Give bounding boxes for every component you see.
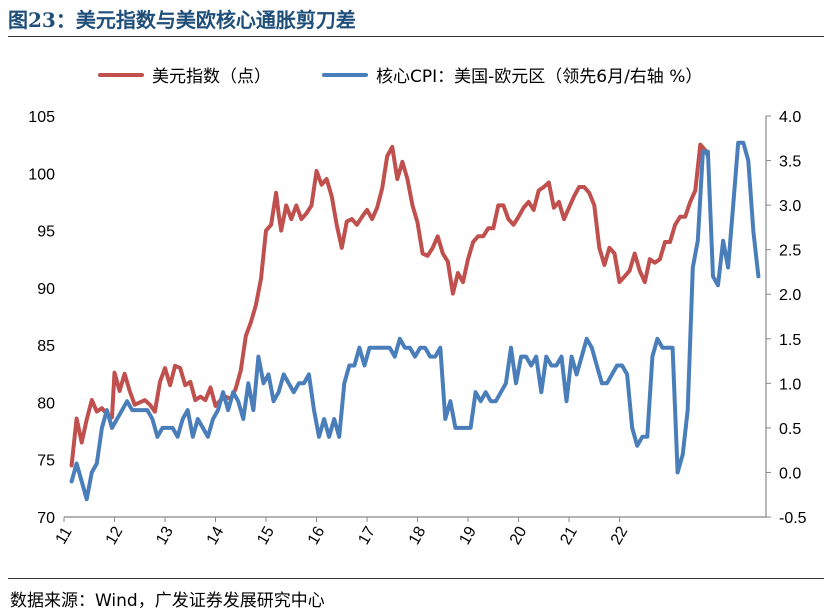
x-tick-label: 15	[254, 524, 278, 548]
legend-label-core-cpi: 核心CPI：美国-欧元区（领先6月/右轴 %）	[376, 67, 703, 87]
right-y-tick-label: 2.5	[779, 243, 801, 260]
series-line-usd-index	[69, 142, 710, 468]
series-line-core-cpi-spread	[69, 140, 761, 502]
left-y-tick-label: 90	[37, 281, 55, 298]
right-y-tick-label: 4.0	[779, 109, 801, 126]
x-tick-label: 22	[608, 524, 632, 548]
data-source-note: 数据来源：Wind，广发证券发展研究中心	[10, 591, 325, 611]
right-y-tick-label: 1.5	[779, 332, 801, 349]
legend-swatch-core-cpi	[322, 72, 368, 77]
x-tick-label: 21	[557, 524, 581, 548]
legend-item-usd-index: 美元指数（点）	[98, 62, 271, 87]
right-y-tick-label: 2.0	[779, 287, 801, 304]
x-tick-label: 11	[53, 524, 76, 547]
right-y-tick-label: 1.0	[779, 376, 801, 393]
left-y-tick-label: 100	[28, 166, 55, 183]
left-y-tick-label: 95	[37, 224, 55, 241]
title-divider	[8, 36, 824, 37]
chart-tick-labels: 70 75 80 85 90 95 100 105 -0.5 0.0 0.5 1.0 1.5 2.0 2.5…	[28, 109, 806, 548]
x-tick-label: 12	[103, 524, 127, 548]
right-y-tick-label: 3.5	[779, 154, 801, 171]
x-tick-label: 20	[507, 524, 531, 548]
legend-swatch-usd-index	[98, 72, 144, 77]
chart-axes	[63, 115, 771, 522]
x-tick-label: 19	[456, 524, 480, 548]
x-tick-label: 18	[406, 524, 430, 548]
figure-title: 图23：美元指数与美欧核心通胀剪刀差	[8, 8, 356, 32]
left-y-tick-label: 70	[37, 510, 55, 527]
x-tick-label: 14	[204, 524, 228, 548]
right-y-tick-label: 3.0	[779, 198, 801, 215]
left-y-tick-label: 85	[37, 338, 55, 355]
source-divider	[8, 578, 824, 579]
left-y-tick-label: 75	[37, 453, 55, 470]
chart-legend: 美元指数（点） 核心CPI：美国-欧元区（领先6月/右轴 %）	[0, 62, 833, 87]
left-y-tick-label: 80	[37, 395, 55, 412]
chart-series	[69, 140, 761, 502]
x-tick-label: 13	[153, 524, 177, 548]
x-tick-label: 17	[355, 524, 379, 548]
legend-label-usd-index: 美元指数（点）	[152, 67, 271, 87]
right-y-tick-label: -0.5	[779, 510, 807, 527]
right-y-tick-label: 0.5	[779, 421, 801, 438]
legend-item-core-cpi: 核心CPI：美国-欧元区（领先6月/右轴 %）	[322, 62, 702, 87]
right-y-tick-label: 0.0	[779, 465, 801, 482]
left-y-tick-label: 105	[28, 109, 55, 126]
x-tick-label: 16	[305, 524, 329, 548]
